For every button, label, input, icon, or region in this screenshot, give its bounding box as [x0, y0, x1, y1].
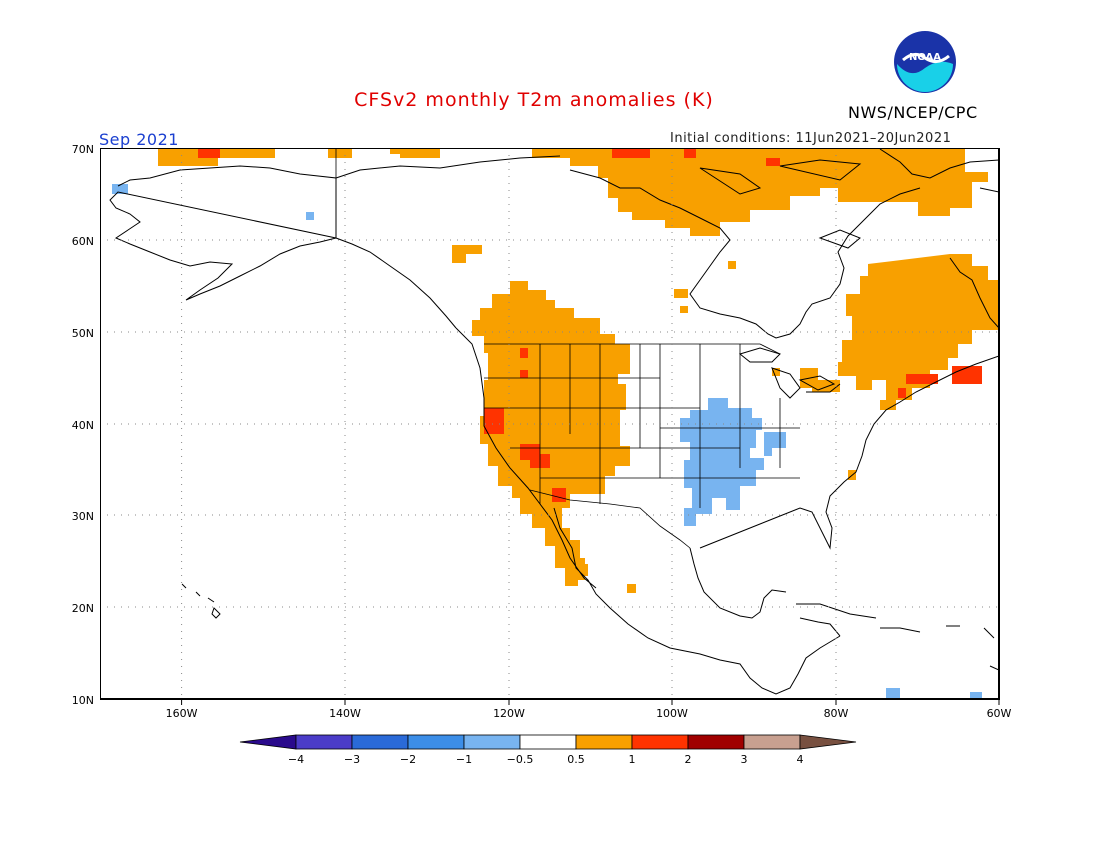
colorbar-label: −2	[400, 753, 416, 766]
hotspot-california	[484, 408, 504, 434]
colorbar-cell	[631, 734, 689, 750]
lat-label: 50N	[72, 327, 94, 340]
lat-label: 10N	[72, 694, 94, 707]
colorbar-label: −0.5	[507, 753, 534, 766]
colorbar-labels: −4 −3 −2 −1 −0.5 0.5 1 2 3 4	[288, 753, 804, 766]
anomaly-map	[100, 148, 1000, 705]
lat-label: 30N	[72, 510, 94, 523]
colorbar-label: 4	[797, 753, 804, 766]
lon-label: 160W	[166, 707, 198, 720]
colorbar-cell	[463, 734, 521, 750]
lat-label: 60N	[72, 235, 94, 248]
lat-label: 40N	[72, 419, 94, 432]
colorbar-cell	[407, 734, 465, 750]
colorbar-cell	[743, 734, 801, 750]
initial-conditions: Initial conditions: 11Jun2021–20Jun2021	[670, 131, 952, 146]
hotspot-arizona	[552, 488, 566, 502]
borders	[335, 149, 800, 549]
colorbar-cell	[351, 734, 409, 750]
hotspot-alaska-arctic	[198, 149, 220, 158]
ticks	[181, 699, 1000, 705]
anomaly-central-us	[680, 398, 764, 526]
lon-label: 100W	[656, 707, 688, 720]
hotspot-arctic-2	[684, 149, 696, 158]
lon-label: 80W	[824, 707, 849, 720]
colorbar-label: −3	[344, 753, 360, 766]
anomaly-baffin-gap-fill	[820, 188, 838, 206]
hotspot-arctic-1	[612, 149, 650, 158]
forecast-month: Sep 2021	[99, 130, 179, 149]
hotspot-idaho	[520, 348, 528, 378]
map-frame	[100, 148, 1000, 700]
hotspot-maritimes	[898, 366, 982, 398]
anomaly-arctic-canada	[532, 149, 988, 236]
colorbar-label: 2	[685, 753, 692, 766]
lat-label: 20N	[72, 602, 94, 615]
anomaly-hudson-bay-dots	[674, 261, 736, 313]
hotspot-nevada	[520, 444, 550, 468]
anomaly-cool	[112, 184, 982, 699]
colorbar-label: 0.5	[567, 753, 585, 766]
colorbar-cell	[519, 734, 577, 750]
anomaly-warm-1-2	[198, 149, 982, 502]
anomaly-western-us	[472, 281, 630, 586]
hotspot-arctic-3	[766, 158, 780, 166]
gridlines	[100, 148, 999, 699]
lat-labels: 70N 60N 50N 40N 30N 20N 10N	[72, 143, 94, 707]
colorbar-label: 3	[741, 753, 748, 766]
anomaly-appalachian	[764, 432, 786, 456]
lon-label: 140W	[329, 707, 361, 720]
anomaly-eastern-canada	[838, 254, 999, 410]
colorbar-label: 1	[629, 753, 636, 766]
colorbar-cell	[687, 734, 745, 750]
colorbar-cells	[239, 734, 857, 750]
coastlines	[109, 148, 999, 695]
lat-label: 70N	[72, 143, 94, 156]
lon-labels: 160W 140W 120W 100W 80W 60W	[166, 707, 1012, 720]
anomaly-yukon-coast	[328, 149, 352, 158]
agency-label: NWS/NCEP/CPC	[848, 103, 978, 122]
colorbar-label: −4	[288, 753, 304, 766]
anomaly-caribbean	[886, 688, 982, 699]
colorbar-cell-min	[239, 734, 297, 750]
lon-label: 60W	[987, 707, 1012, 720]
colorbar: −4 −3 −2 −1 −0.5 0.5 1 2 3 4	[239, 734, 857, 766]
chart-title: CFSv2 monthly T2m anomalies (K)	[354, 89, 714, 111]
anomaly-beaufort	[390, 149, 440, 158]
colorbar-cell	[295, 734, 353, 750]
colorbar-label: −1	[456, 753, 472, 766]
colorbar-cell	[575, 734, 633, 750]
lon-label: 120W	[493, 707, 525, 720]
colorbar-cell-max	[799, 734, 857, 750]
noaa-logo: NOAA	[894, 31, 956, 93]
anomaly-bc-north	[452, 245, 482, 263]
noaa-logo-text: NOAA	[909, 52, 941, 63]
anomaly-mexico-dot	[627, 584, 636, 593]
